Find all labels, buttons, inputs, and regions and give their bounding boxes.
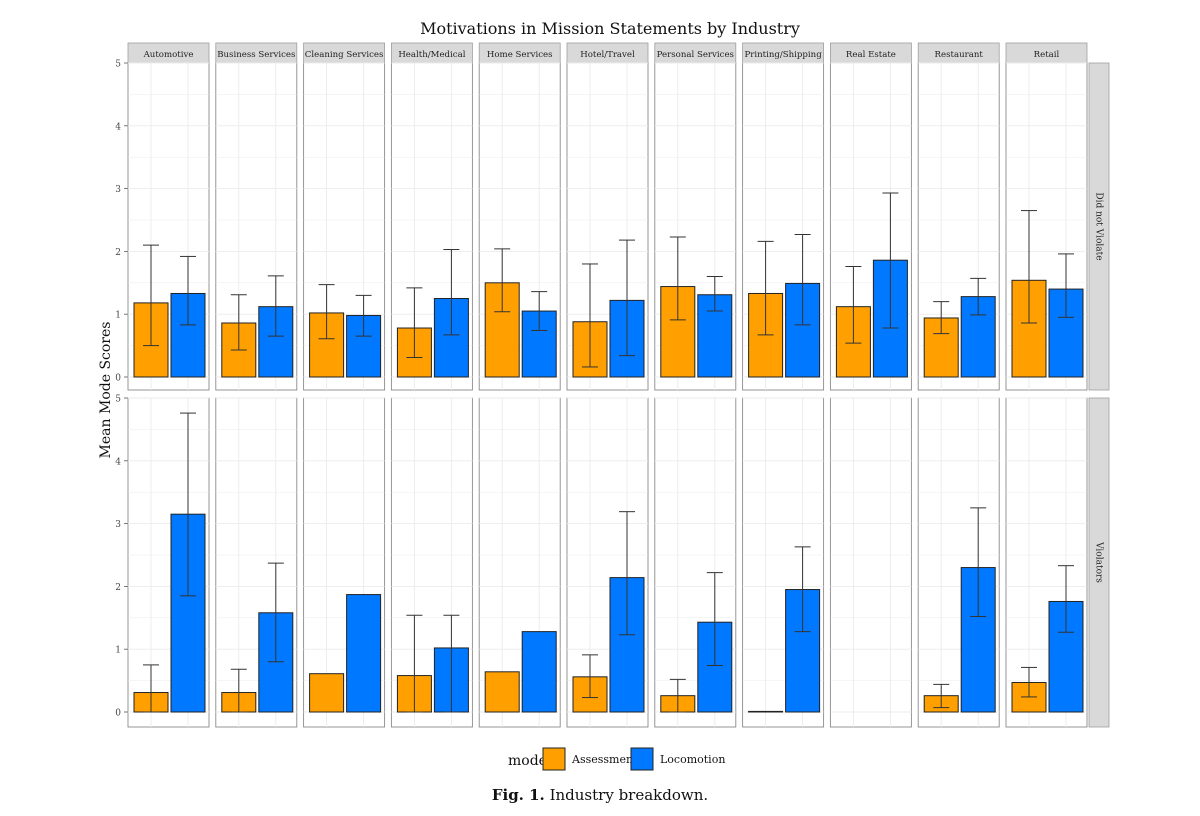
y-tick-label: 4	[115, 457, 121, 467]
error-bar-locomotion-personal-services-did-not-violate	[706, 276, 723, 312]
error-bar-assessment-retail-violators	[1021, 666, 1037, 698]
legend: mode Assessment Locomotion	[508, 747, 725, 771]
y-tick-label: 1	[115, 646, 121, 656]
error-bar-locomotion-retail-violators	[1058, 565, 1074, 633]
error-bar-locomotion-hotel-travel-did-not-violate	[619, 239, 635, 357]
error-bar-assessment-hotel-travel-violators	[582, 654, 598, 699]
bar-locomotion-cleaning-services-violators	[346, 594, 382, 713]
error-bar-locomotion-personal-services-violators	[706, 572, 723, 667]
error-bar-assessment-business-services-did-not-violate	[230, 294, 247, 351]
bar-assessment-cleaning-services-violators	[309, 673, 345, 713]
error-bar-locomotion-business-services-violators	[267, 562, 284, 663]
error-bar-assessment-personal-services-violators	[669, 678, 686, 713]
error-bar-assessment-restaurant-violators	[933, 683, 950, 709]
y-tick-label: 2	[115, 583, 121, 593]
bar-assessment-printing-shipping-violators	[748, 710, 784, 713]
error-bar-assessment-home-services-did-not-violate	[494, 248, 511, 313]
facet-strip-label-business-services: Business Services	[217, 50, 295, 60]
error-bar-assessment-cleaning-services-did-not-violate	[318, 284, 335, 340]
y-tick-label: 5	[115, 60, 121, 70]
legend-label-locomotion: Locomotion	[660, 753, 725, 766]
error-bar-locomotion-health-medical-violators	[443, 614, 460, 713]
error-bar-locomotion-restaurant-violators	[970, 507, 987, 618]
legend-title: mode	[508, 753, 547, 769]
facet-strip-label-health-medical: Health/Medical	[398, 50, 465, 60]
error-bar-locomotion-restaurant-did-not-violate	[970, 277, 987, 316]
error-bar-assessment-restaurant-did-not-violate	[933, 301, 950, 335]
error-bar-assessment-health-medical-did-not-violate	[406, 287, 423, 359]
error-bar-locomotion-business-services-did-not-violate	[267, 275, 284, 337]
error-bar-locomotion-hotel-travel-violators	[619, 511, 635, 636]
bar-locomotion-home-services-violators	[521, 631, 557, 713]
error-bar-locomotion-real-estate-did-not-violate	[882, 192, 899, 329]
chart-title: Motivations in Mission Statements by Ind…	[420, 19, 800, 38]
error-bar-assessment-health-medical-violators	[406, 614, 423, 713]
legend-label-assessment: Assessment	[571, 753, 638, 766]
bar-assessment-home-services-violators	[484, 671, 520, 713]
y-tick-label: 1	[115, 311, 121, 321]
facet-strip-label-restaurant: Restaurant	[935, 50, 984, 60]
facet-panels: Automotive Business Services Cleaning Serv…	[115, 42, 1110, 728]
legend-swatch-locomotion	[630, 747, 654, 771]
error-bar-assessment-hotel-travel-did-not-violate	[582, 263, 598, 368]
error-bar-locomotion-health-medical-did-not-violate	[443, 249, 460, 336]
error-bar-locomotion-cleaning-services-did-not-violate	[355, 294, 372, 337]
row-strip-did-not-violate	[1088, 62, 1110, 391]
facet-strip-label-cleaning-services: Cleaning Services	[305, 50, 384, 60]
facet-strip-label-hotel-travel: Hotel/Travel	[580, 50, 635, 60]
facet-strip-label-personal-services: Personal Services	[657, 50, 734, 60]
error-bar-assessment-business-services-violators	[230, 668, 247, 713]
y-axis-label: Mean Mode Scores	[98, 322, 114, 459]
error-bar-assessment-real-estate-did-not-violate	[845, 265, 862, 344]
y-tick-label: 2	[115, 248, 121, 258]
error-bar-assessment-personal-services-did-not-violate	[669, 236, 686, 321]
y-tick-label: 3	[115, 185, 121, 195]
facet-strip-label-printing-shipping: Printing/Shipping	[744, 50, 822, 60]
row-strip-violators	[1088, 397, 1110, 728]
error-bar-assessment-printing-shipping-did-not-violate	[757, 240, 774, 336]
facet-strip-label-retail: Retail	[1034, 50, 1060, 60]
error-bar-locomotion-automotive-violators	[180, 412, 196, 597]
figure-caption: Fig. 1. Industry breakdown.	[0, 786, 1200, 804]
facet-strip-label-automotive: Automotive	[143, 50, 194, 60]
facet-strip-label-real-estate: Real Estate	[846, 50, 896, 60]
caption-label: Fig. 1.	[491, 786, 545, 804]
legend-swatch-assessment	[542, 747, 566, 771]
row-strip-label-did-not-violate: Did not Violate	[1094, 192, 1104, 260]
facet-strip-label-home-services: Home Services	[487, 50, 553, 60]
y-tick-label: 5	[115, 395, 121, 405]
panel-violators-real-estate	[829, 397, 912, 728]
row-strip-label-violators: Violators	[1094, 541, 1104, 583]
error-bar-assessment-retail-did-not-violate	[1021, 210, 1037, 324]
error-bar-locomotion-home-services-did-not-violate	[531, 291, 548, 332]
error-bar-assessment-automotive-did-not-violate	[143, 244, 159, 347]
error-bar-locomotion-retail-did-not-violate	[1058, 253, 1074, 318]
y-tick-label: 0	[115, 374, 121, 384]
y-tick-label: 4	[115, 122, 121, 132]
error-bar-assessment-automotive-violators	[143, 664, 159, 713]
y-tick-label: 3	[115, 520, 121, 530]
caption-text: Industry breakdown.	[549, 786, 709, 804]
error-bar-locomotion-printing-shipping-did-not-violate	[794, 233, 811, 326]
error-bar-locomotion-automotive-did-not-violate	[180, 255, 196, 326]
error-bar-locomotion-printing-shipping-violators	[794, 546, 811, 633]
y-tick-label: 0	[115, 709, 121, 719]
